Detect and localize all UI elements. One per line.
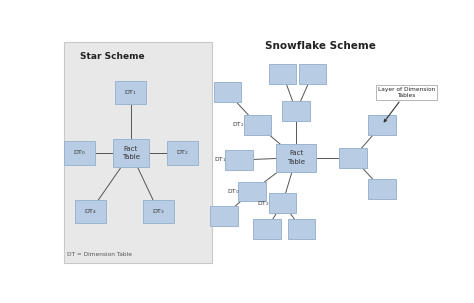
FancyBboxPatch shape (143, 200, 174, 223)
Text: Layer of Dimension
Tables: Layer of Dimension Tables (378, 87, 435, 122)
Text: DT$_2$: DT$_2$ (176, 148, 189, 158)
FancyBboxPatch shape (75, 200, 106, 223)
Text: DT = Dimension Table: DT = Dimension Table (67, 252, 132, 257)
FancyBboxPatch shape (210, 206, 237, 226)
Text: Fact: Fact (289, 151, 303, 156)
Text: Table: Table (287, 159, 305, 165)
FancyBboxPatch shape (244, 115, 272, 135)
FancyBboxPatch shape (112, 139, 149, 167)
Text: Snowflake Scheme: Snowflake Scheme (264, 41, 375, 51)
FancyBboxPatch shape (167, 141, 198, 165)
FancyBboxPatch shape (339, 148, 367, 168)
Text: DT$_3$: DT$_3$ (257, 199, 270, 208)
FancyBboxPatch shape (253, 219, 281, 239)
Text: DT$_2$: DT$_2$ (232, 121, 245, 129)
FancyBboxPatch shape (64, 42, 212, 263)
FancyBboxPatch shape (115, 81, 146, 104)
Text: DT$_3$: DT$_3$ (152, 207, 165, 216)
Text: DT$_4$: DT$_4$ (84, 207, 97, 216)
Text: Star Scheme: Star Scheme (80, 52, 145, 61)
FancyBboxPatch shape (238, 181, 266, 201)
FancyBboxPatch shape (214, 82, 241, 102)
Text: DT$_0$: DT$_0$ (73, 148, 86, 158)
FancyBboxPatch shape (288, 219, 316, 239)
FancyBboxPatch shape (299, 64, 327, 84)
FancyBboxPatch shape (269, 64, 296, 84)
FancyBboxPatch shape (283, 101, 310, 121)
Text: DT$_1$: DT$_1$ (214, 155, 227, 165)
FancyBboxPatch shape (368, 179, 396, 199)
FancyBboxPatch shape (276, 144, 316, 172)
Text: Table: Table (122, 154, 140, 160)
Text: DT$_1$: DT$_1$ (124, 88, 137, 97)
FancyBboxPatch shape (368, 115, 396, 135)
FancyBboxPatch shape (269, 193, 296, 213)
Text: DT$_0$: DT$_0$ (227, 187, 239, 196)
FancyBboxPatch shape (226, 150, 253, 170)
FancyBboxPatch shape (64, 141, 95, 165)
Text: Fact: Fact (124, 146, 138, 152)
